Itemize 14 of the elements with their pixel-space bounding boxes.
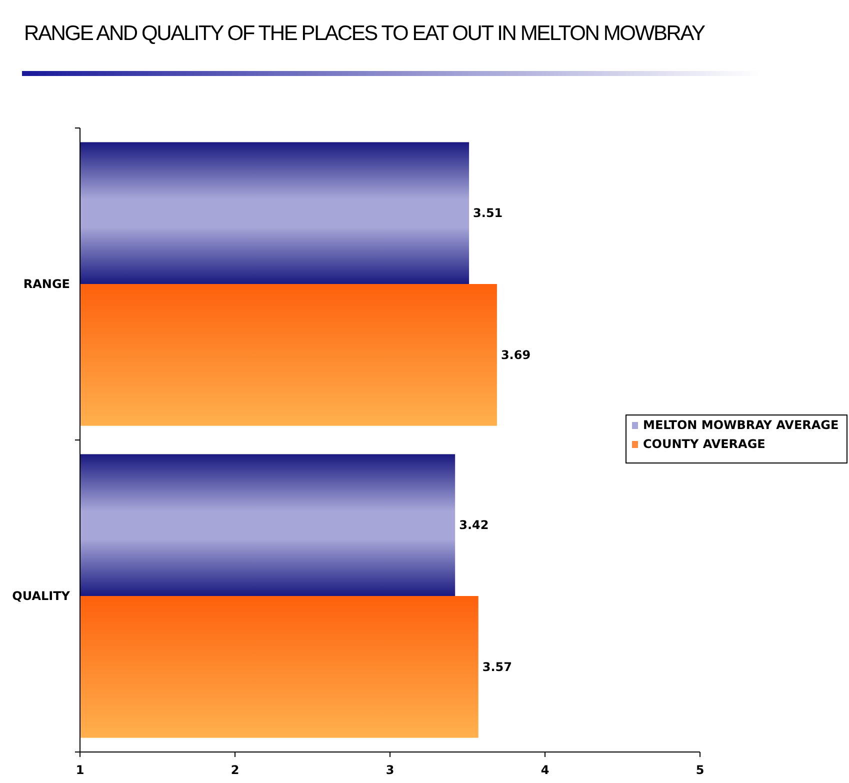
x-tick-label: 1 [76, 763, 84, 777]
y-tick-label: QUALITY [12, 589, 70, 603]
chart-title: RANGE AND QUALITY OF THE PLACES TO EAT OUT IN MELTON MOWBRAY [24, 22, 706, 45]
legend-label: COUNTY AVERAGE [643, 437, 766, 451]
legend-label: MELTON MOWBRAY AVERAGE [643, 418, 839, 432]
data-label: 3.57 [482, 660, 512, 674]
x-tick-label: 5 [696, 763, 704, 777]
data-label: 3.51 [473, 206, 503, 220]
x-tick-label: 2 [230, 763, 240, 777]
data-label: 3.69 [500, 348, 531, 362]
y-tick-label: RANGE [23, 277, 70, 291]
data-label: 3.42 [459, 518, 489, 532]
x-tick-label: 3 [386, 763, 394, 777]
x-tick-label: 4 [540, 763, 550, 777]
